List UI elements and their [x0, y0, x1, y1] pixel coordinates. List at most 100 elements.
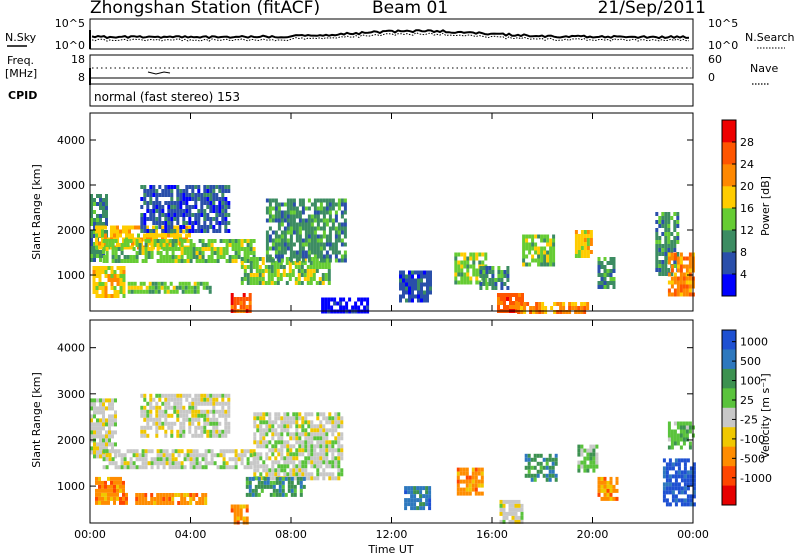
- power-echo-region: [240, 257, 331, 285]
- freq-label-1: Freq.: [7, 54, 34, 67]
- colorbar-swatch: [722, 407, 736, 428]
- freq-panel-frame: [89, 54, 694, 79]
- velocity-echo-region: [253, 412, 344, 481]
- colorbar-tick-label: 8: [740, 246, 747, 259]
- colorbar-tick-label: -100: [740, 433, 765, 446]
- power-panel: 1000 2000 3000 4000 Slant Range [km] 4 8 12 16…: [30, 112, 772, 314]
- nsky-panel-frame: [89, 18, 694, 50]
- colorbar-tick-label: 28: [740, 136, 754, 149]
- power-echo-region: [454, 252, 488, 285]
- power-echo-region: [574, 230, 593, 258]
- colorbar-frame: [721, 329, 737, 506]
- colorbar-swatch: [722, 142, 736, 165]
- colorbar-tick-label: 4: [740, 268, 747, 281]
- x-axis-label: Time UT: [367, 543, 413, 554]
- power-echo-region: [517, 302, 590, 314]
- nsearch-trace: [91, 32, 690, 42]
- colorbar-swatch: [722, 186, 736, 209]
- velocity-echo-region: [95, 476, 128, 505]
- x-tick-label: 12:00: [376, 528, 408, 541]
- power-echo-region: [522, 234, 556, 267]
- cpid-panel: CPID normal (fast stereo) 153: [8, 83, 694, 107]
- colorbar-tick-label: 500: [740, 355, 761, 368]
- cpid-label: CPID: [8, 89, 37, 102]
- colorbar-swatch: [722, 446, 736, 467]
- freq-label-2: [MHz]: [5, 67, 37, 80]
- y-tick-label: 4000: [57, 342, 85, 355]
- colorbar-tick-label: 20: [740, 180, 754, 193]
- station-title: Zhongshan Station (fitACF): [90, 0, 320, 18]
- power-ylabel: Slant Range [km]: [30, 164, 43, 260]
- power-echoes: [90, 185, 695, 314]
- freq-excursion: [147, 71, 171, 75]
- colorbar-tick-label: -500: [740, 452, 765, 465]
- x-tick-label: 00:00: [74, 528, 106, 541]
- colorbar-swatch: [722, 230, 736, 253]
- velocity-echo-region: [245, 476, 306, 497]
- velocity-echo-region: [577, 444, 599, 473]
- y-tick-label: 2000: [57, 224, 85, 237]
- nsky-tick-bottom: 10^0: [55, 39, 85, 52]
- velocity-echo-region: [102, 449, 256, 470]
- velocity-axes: 1000 2000 3000 4000 00:00 04:00 08:00 12:00 16:0…: [57, 320, 709, 541]
- power-echo-region: [92, 266, 126, 298]
- y-tick-label: 1000: [57, 480, 85, 493]
- nave-label: Nave: [750, 62, 778, 75]
- velocity-colorbar: 1000 500 100 25 -25 -100 -500 -1000: [721, 329, 772, 506]
- nsky-trace: [91, 29, 690, 40]
- x-tick-label: 00:00: [677, 528, 709, 541]
- x-tick-label: 08:00: [275, 528, 307, 541]
- velocity-echo-region: [662, 458, 696, 507]
- power-axes: 1000 2000 3000 4000: [57, 113, 694, 311]
- nsky-label: N.Sky: [5, 31, 37, 44]
- colorbar-swatch: [722, 427, 736, 447]
- freq-tick-top: 18: [71, 53, 85, 66]
- nave-tick-top: 60: [708, 53, 722, 66]
- y-tick-label: 1000: [57, 269, 85, 282]
- power-colorbar-label: Power [dB]: [759, 176, 772, 236]
- colorbar-tick-label: -25: [740, 413, 758, 426]
- cpid-text: normal (fast stereo) 153: [94, 90, 240, 104]
- velocity-echo-region: [140, 393, 231, 438]
- colorbar-tick-label: 25: [740, 394, 754, 407]
- velocity-colorbar-label: Velocity [m s⁻¹]: [759, 373, 772, 458]
- freq-tick-bottom: 8: [78, 71, 85, 84]
- colorbar-tick-label: -1000: [740, 472, 772, 485]
- y-tick-label: 3000: [57, 179, 85, 192]
- beam-label: Beam 01: [372, 0, 448, 18]
- nsearch-label: N.Search: [745, 31, 795, 44]
- y-tick-label: 2000: [57, 434, 85, 447]
- velocity-echo-region: [404, 486, 432, 511]
- power-echo-region: [265, 198, 347, 263]
- power-echo-region: [140, 185, 231, 233]
- power-colorbar: 4 8 12 16 20 24 28: [721, 119, 754, 297]
- nsky-tick-top: 10^5: [55, 17, 85, 30]
- colorbar-tick-label: 24: [740, 158, 754, 171]
- y-tick-label: 3000: [57, 388, 85, 401]
- colorbar-tick-label: 100: [740, 375, 761, 388]
- nave-tick-bottom: 0: [708, 71, 715, 84]
- freq-panel: Freq. [MHz] 18 8 60 0 Nave: [5, 53, 778, 85]
- velocity-echo-region: [524, 453, 558, 482]
- power-echo-region: [102, 239, 256, 263]
- colorbar-swatch: [722, 368, 736, 389]
- colorbar-swatch: [722, 349, 736, 370]
- power-echo-region: [597, 257, 616, 289]
- velocity-echoes: [90, 393, 696, 525]
- nsky-panel: N.Sky 10^5 10^0 10^5 10^0 N.Search: [5, 17, 795, 52]
- colorbar-swatch: [722, 466, 736, 486]
- velocity-echo-region: [499, 499, 524, 524]
- velocity-echo-region: [135, 493, 208, 505]
- power-echo-region: [667, 252, 695, 297]
- power-echo-region: [127, 281, 212, 294]
- x-tick-label: 16:00: [476, 528, 508, 541]
- velocity-echo-region: [597, 476, 619, 501]
- date-label: 21/Sep/2011: [598, 0, 706, 18]
- power-echo-region: [479, 266, 510, 290]
- nsearch-tick-top: 10^5: [708, 17, 738, 30]
- cpid-panel-frame: [89, 83, 694, 107]
- colorbar-swatch: [722, 330, 736, 350]
- y-tick-label: 4000: [57, 134, 85, 147]
- colorbar-swatch: [722, 120, 736, 143]
